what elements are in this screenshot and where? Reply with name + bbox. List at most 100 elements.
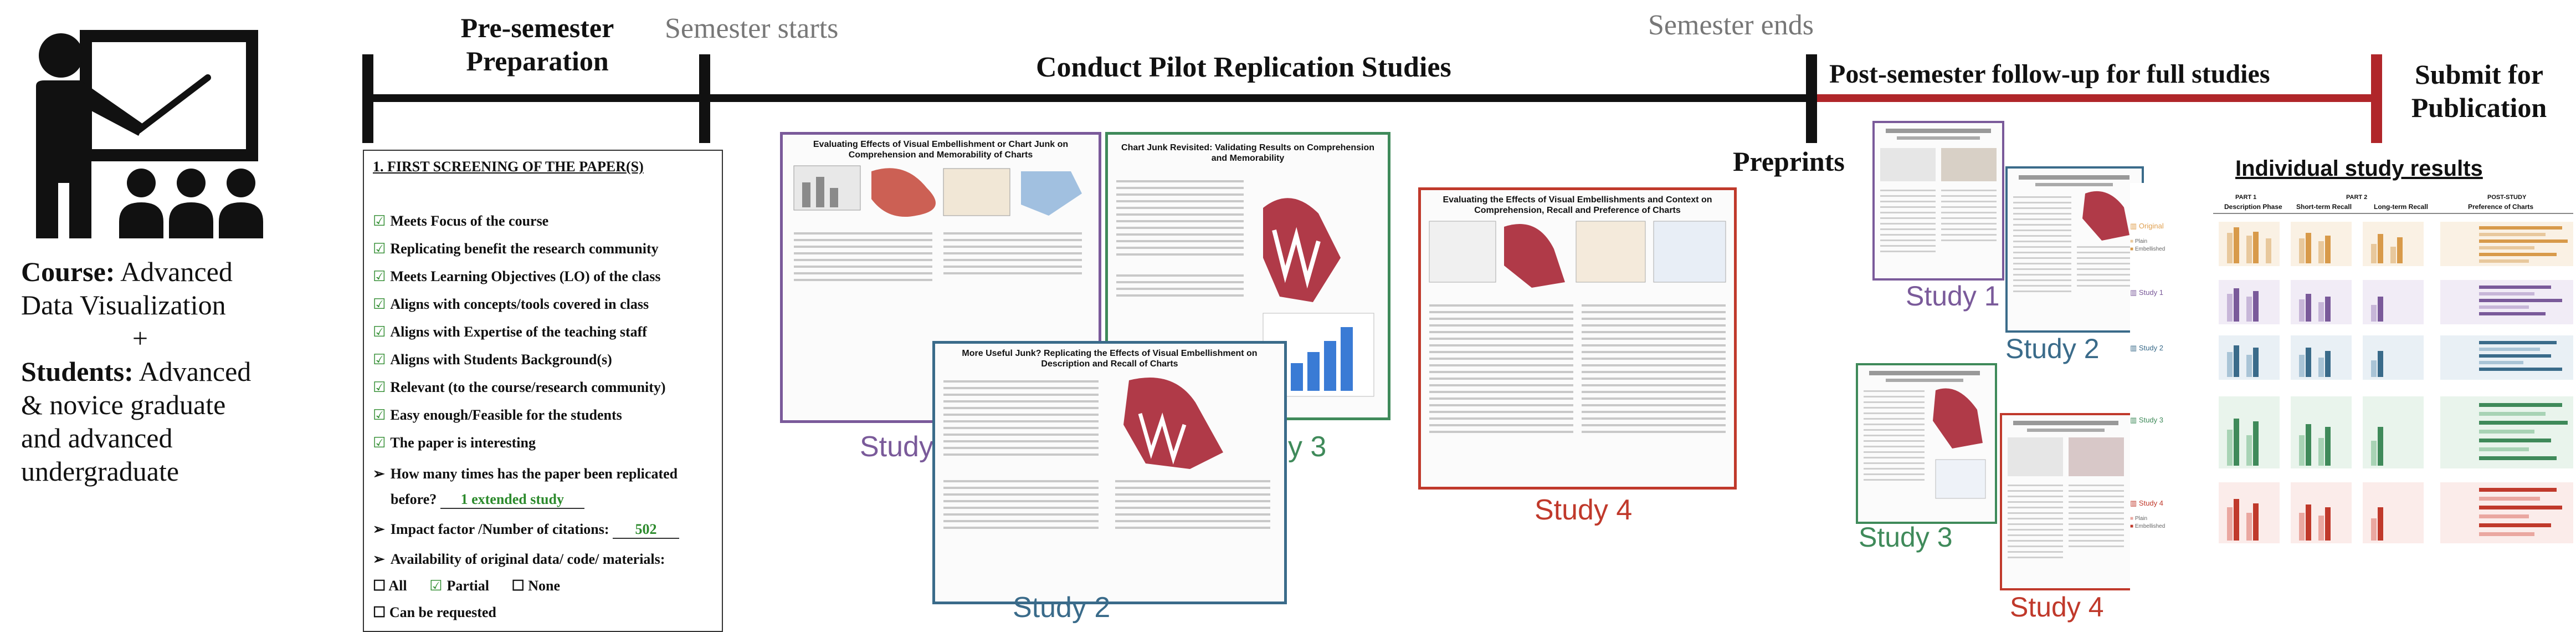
study-4-label: Study 4 (1535, 494, 1633, 526)
tick-semester-end (1806, 54, 1817, 143)
result-cell (2291, 335, 2352, 380)
checklist-title: 1. FIRST SCREENING OF THE PAPER(S) (373, 159, 644, 175)
arrow-icon: ➢ (373, 466, 385, 482)
chart-icon: ▥ (2130, 344, 2137, 352)
checkmark-icon: ☑ (373, 351, 386, 368)
result-cell (2440, 335, 2573, 380)
semester-starts-label: Semester starts (665, 13, 839, 44)
timeline-axis (366, 94, 1812, 102)
checkmark-icon: ☑ (373, 241, 386, 257)
course-value-line2: Data Visualization (21, 289, 226, 320)
replicated-question: ➢ How many times has the paper been repli… (373, 466, 678, 482)
students-value-line4: undergraduate (21, 456, 179, 487)
part1-header: PART 1 (2235, 194, 2257, 201)
checklist-item: ☑ Relevant (to the course/research commun… (373, 379, 666, 396)
checkmark-icon: ☑ (373, 213, 386, 230)
preprints-label: Preprints (1733, 146, 1845, 177)
row-study4-label: ▥ Study 4 (2130, 499, 2164, 507)
legend-plain: ■ Plain (2130, 238, 2148, 244)
post-header: POST-STUDY (2487, 194, 2527, 201)
plus-sign: + (132, 323, 148, 354)
checklist-item: ☑ Aligns with concepts/tools covered in c… (373, 296, 649, 313)
checklist-item: ☑ The paper is interesting (373, 435, 536, 451)
chart-icon: ▥ (2130, 416, 2137, 424)
checkmark-icon: ☑ (429, 578, 443, 594)
preprint-study-4 (2000, 413, 2133, 590)
chart-icon: ▥ (2130, 499, 2137, 507)
preprint-study-3-label: Study 3 (1859, 522, 1953, 553)
study-2-label: Study 2 (1013, 592, 1111, 624)
availability-options: ☐ All ☑ Partial ☐ None (373, 578, 561, 594)
preprint-study-1 (1872, 121, 2004, 281)
result-cell (2219, 396, 2280, 468)
checklist-item: ☑ Meets Focus of the course (373, 213, 549, 230)
availability-question: ➢ Availability of original data/ code/ ma… (373, 551, 665, 567)
impact-value: 502 (613, 521, 680, 539)
preprint-study-4-label: Study 4 (2010, 592, 2104, 623)
checkmark-icon: ☑ (373, 296, 386, 313)
arrow-icon: ➢ (373, 551, 385, 567)
paper-content-illustration (1116, 180, 1374, 397)
tick-semester-start (699, 54, 710, 143)
post-semester-label: Post-semester follow-up for full studies (1829, 59, 2270, 89)
legend-embellished: ■ Embellished (2130, 246, 2166, 252)
replicated-question-2: before? 1 extended study (391, 491, 584, 509)
checklist-item: ☑ Aligns with Expertise of the teaching s… (373, 324, 647, 340)
preprint-study-2-label: Study 2 (2005, 333, 2100, 364)
result-cell (2363, 396, 2424, 468)
paper-title: Evaluating the Effects of Visual Embelli… (1443, 195, 1712, 215)
result-cell (2440, 280, 2573, 324)
row-study3-label: ▥ Study 3 (2130, 416, 2164, 424)
checkmark-icon: ☑ (373, 379, 386, 396)
preprint-page (1864, 371, 1986, 499)
checkmark-icon: ☑ (373, 268, 386, 285)
submit-label: Submit for Publication (2411, 59, 2547, 123)
checkbox-icon: ☐ (373, 604, 386, 620)
paper-content-illustration (943, 378, 1270, 529)
pre-semester-label: Pre-semester Preparation (460, 12, 614, 77)
checkmark-icon: ☑ (373, 324, 386, 340)
checklist-item: ☑ Easy enough/Feasible for the students (373, 407, 622, 424)
preprint-page (1880, 129, 1997, 252)
row-original-label: ▥ Original (2130, 222, 2164, 230)
result-cell (2363, 280, 2424, 324)
preprint-page (2008, 421, 2124, 558)
header-divider (2213, 213, 2573, 214)
preprint-study-2 (2005, 166, 2144, 333)
part1-sub: Description Phase (2224, 203, 2282, 211)
results-grid: PART 1 Description Phase PART 2 Short-te… (2130, 183, 2576, 615)
semester-ends-label: Semester ends (1648, 9, 1814, 41)
timeline-axis-post (1812, 94, 2377, 102)
students-label: Students: (21, 356, 134, 387)
availability-request: ☐ Can be requested (373, 604, 496, 620)
paper-content-illustration (1429, 221, 1726, 433)
checkbox-icon: ☐ (511, 578, 525, 594)
course-label: Course: (21, 256, 115, 287)
result-cell (2363, 222, 2424, 266)
result-cell (2219, 335, 2280, 380)
tick-submit (2371, 54, 2382, 143)
result-cell (2219, 482, 2280, 543)
preprint-page (2013, 175, 2135, 292)
checkmark-icon: ☑ (373, 407, 386, 424)
screening-checklist: 1. FIRST SCREENING OF THE PAPER(S) ☑ Meet… (363, 150, 723, 632)
legend-plain: ■ Plain (2130, 516, 2148, 522)
individual-results-label: Individual study results (2235, 156, 2483, 181)
students-value-line3: and advanced (21, 422, 173, 453)
part2-header: PART 2 (2346, 194, 2368, 201)
result-cell (2440, 396, 2573, 468)
students-value-line2: & novice graduate (21, 389, 226, 420)
result-cell (2219, 222, 2280, 266)
arrow-icon: ➢ (373, 521, 385, 537)
chart-icon: ▥ (2130, 222, 2137, 230)
result-cell (2291, 222, 2352, 266)
row-study2-label: ▥ Study 2 (2130, 344, 2164, 352)
result-cell (2291, 280, 2352, 324)
result-cell (2291, 396, 2352, 468)
teacher-presentation-icon (19, 17, 269, 249)
result-cell (2291, 482, 2352, 543)
part2-long: Long-term Recall (2374, 203, 2429, 211)
paper-title: More Useful Junk? Replicating the Effect… (962, 349, 1258, 369)
result-cell (2363, 335, 2424, 380)
result-cell (2219, 280, 2280, 324)
